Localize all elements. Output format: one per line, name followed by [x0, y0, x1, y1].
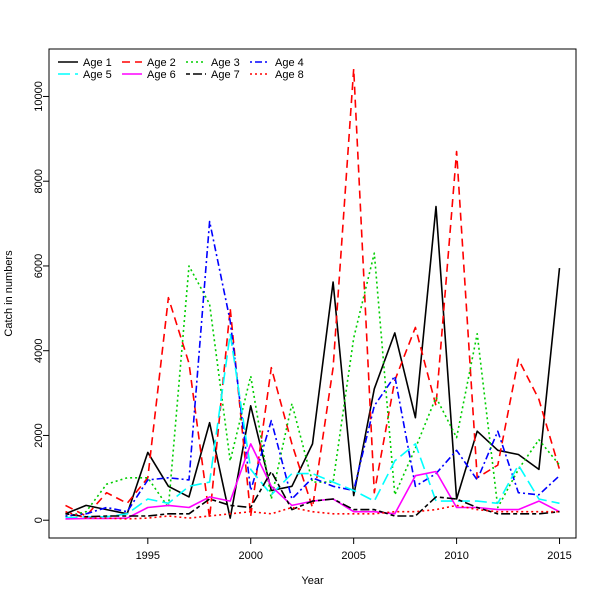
x-axis: 1995 2000 2005 2010 2015	[136, 537, 572, 562]
legend-label-age-3: Age 3	[211, 57, 240, 69]
series-lines	[65, 68, 561, 520]
x-tick-label: 2010	[444, 550, 468, 562]
series-line-age-7	[65, 470, 560, 518]
legend-label-age-1: Age 1	[83, 57, 112, 69]
series-line-age-6	[65, 443, 560, 520]
series-line-age-5	[65, 332, 560, 519]
legend-label-age-8: Age 8	[275, 69, 304, 81]
y-tick-label: 8000	[33, 169, 45, 193]
y-tick-label: 2000	[33, 423, 45, 447]
x-tick-label: 2005	[341, 550, 365, 562]
y-tick-label: 4000	[33, 338, 45, 362]
series-line-age-8	[65, 504, 560, 520]
legend-label-age-2: Age 2	[147, 57, 176, 69]
plot-frame	[48, 48, 577, 539]
x-tick-label: 1995	[136, 550, 160, 562]
x-tick-label: 2000	[239, 550, 263, 562]
legend: Age 1 Age 2 Age 3 Age 4 Age 5 Age 6 Age 7 Age 8	[58, 57, 304, 81]
x-axis-label: Year	[301, 575, 324, 587]
legend-label-age-4: Age 4	[275, 57, 304, 69]
series-line-age-2	[65, 68, 561, 519]
y-axis-label: Catch in numbers	[3, 250, 15, 337]
y-tick-label: 10000	[33, 81, 45, 112]
series-line-age-3	[65, 252, 561, 518]
legend-label-age-6: Age 6	[147, 69, 176, 81]
series-line-age-4	[65, 220, 561, 517]
legend-label-age-5: Age 5	[83, 69, 112, 81]
y-tick-label: 0	[33, 517, 45, 523]
x-tick-label: 2015	[547, 550, 571, 562]
y-tick-label: 6000	[33, 254, 45, 278]
y-axis: 0 2000 4000 6000 8000 10000	[33, 81, 50, 523]
legend-label-age-7: Age 7	[211, 69, 240, 81]
series-line-age-1	[65, 205, 561, 519]
